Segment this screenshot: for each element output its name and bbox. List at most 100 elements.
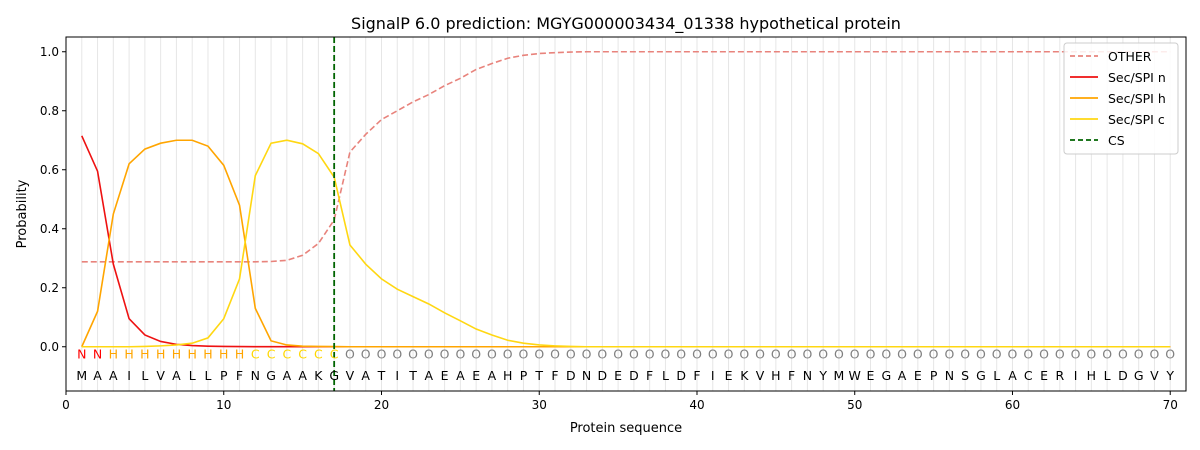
residue-letter: R (1055, 368, 1064, 383)
legend-label: Sec/SPI n (1108, 70, 1166, 85)
x-tick-label: 40 (689, 398, 704, 412)
residue-letter: I (1074, 368, 1078, 383)
residue-letter: I (711, 368, 715, 383)
residue-letter: P (520, 368, 528, 383)
region-label: O (818, 347, 828, 362)
residue-letter: N (945, 368, 954, 383)
residue-letter: G (329, 368, 339, 383)
plot-frame (65, 36, 1187, 392)
residue-letter: N (582, 368, 591, 383)
region-label: H (109, 347, 118, 362)
residue-letter: G (1134, 368, 1144, 383)
residue-layer: NMNAHAHIHLHVHAHLHLHPHFCNCGCACACKCGOVOAOT… (76, 347, 1175, 383)
legend-label: Sec/SPI h (1108, 91, 1166, 106)
chart-title: SignalP 6.0 prediction: MGYG000003434_01… (351, 14, 901, 34)
residue-letter: E (472, 368, 480, 383)
residue-letter: A (172, 368, 181, 383)
region-label: O (1165, 347, 1175, 362)
legend-label: CS (1108, 133, 1125, 148)
residue-letter: V (156, 368, 165, 383)
series-line-other (81, 50, 1171, 263)
region-label: C (314, 347, 323, 362)
region-label: O (629, 347, 639, 362)
region-label: O (771, 347, 781, 362)
region-label: O (992, 347, 1002, 362)
residue-letter: E (914, 368, 922, 383)
residue-letter: G (881, 368, 891, 383)
region-label: O (408, 347, 418, 362)
region-label: H (172, 347, 181, 362)
residue-letter: D (1118, 368, 1128, 383)
grid-layer (81, 37, 1171, 391)
region-label: O (440, 347, 450, 362)
y-tick-label: 0.2 (40, 281, 59, 295)
x-axis-label: Protein sequence (570, 421, 682, 436)
residue-letter: A (361, 368, 370, 383)
residue-letter: A (425, 368, 434, 383)
residue-letter: G (976, 368, 986, 383)
x-tick-label: 10 (216, 398, 231, 412)
residue-letter: S (961, 368, 969, 383)
residue-letter: L (1104, 368, 1111, 383)
region-label: O (471, 347, 481, 362)
region-label: N (93, 347, 102, 362)
x-tick-label: 50 (847, 398, 862, 412)
residue-letter: E (441, 368, 449, 383)
axis-layer: 0 10 20 30 40 50 60 70 0.0 0.2 0.4 0.6 0.8 1.0 (40, 45, 1178, 412)
region-label: O (897, 347, 907, 362)
residue-letter: F (646, 368, 653, 383)
residue-letter: D (629, 368, 639, 383)
region-label: O (377, 347, 387, 362)
y-axis-label: Probability (15, 179, 30, 248)
region-label: H (187, 347, 196, 362)
residue-letter: Y (818, 368, 827, 383)
region-label: O (534, 347, 544, 362)
residue-letter: L (141, 368, 148, 383)
region-label: O (613, 347, 623, 362)
region-label: O (976, 347, 986, 362)
region-label: O (1150, 347, 1160, 362)
residue-letter: D (676, 368, 686, 383)
y-tick-label: 1.0 (40, 45, 59, 59)
residue-letter: H (503, 368, 512, 383)
region-label: C (298, 347, 307, 362)
residue-letter: V (1150, 368, 1159, 383)
region-label: O (692, 347, 702, 362)
residue-letter: E (725, 368, 733, 383)
region-label: C (251, 347, 260, 362)
region-label: O (1071, 347, 1081, 362)
region-label: O (676, 347, 686, 362)
region-label: N (77, 347, 86, 362)
region-label: O (582, 347, 592, 362)
residue-letter: M (76, 368, 87, 383)
region-label: H (235, 347, 244, 362)
residue-letter: A (898, 368, 907, 383)
region-label: C (267, 347, 276, 362)
region-label: O (345, 347, 355, 362)
residue-letter: L (204, 368, 211, 383)
region-label: O (913, 347, 923, 362)
region-label: O (1023, 347, 1033, 362)
residue-letter: T (408, 368, 417, 383)
region-label: O (708, 347, 718, 362)
region-label: O (597, 347, 607, 362)
residue-letter: A (283, 368, 292, 383)
region-label: O (929, 347, 939, 362)
region-label: O (455, 347, 465, 362)
residue-letter: N (803, 368, 812, 383)
region-label: O (519, 347, 529, 362)
residue-letter: N (251, 368, 260, 383)
region-label: H (140, 347, 149, 362)
y-tick-label: 0.4 (40, 222, 59, 236)
legend: OTHER Sec/SPI n Sec/SPI h Sec/SPI c CS (1063, 42, 1179, 155)
residue-letter: T (377, 368, 386, 383)
residue-letter: F (693, 368, 700, 383)
region-label: H (124, 347, 133, 362)
region-label: O (661, 347, 671, 362)
residue-letter: K (740, 368, 749, 383)
region-label: O (944, 347, 954, 362)
region-label: O (392, 347, 402, 362)
region-label: O (645, 347, 655, 362)
residue-letter: V (756, 368, 765, 383)
region-label: O (960, 347, 970, 362)
